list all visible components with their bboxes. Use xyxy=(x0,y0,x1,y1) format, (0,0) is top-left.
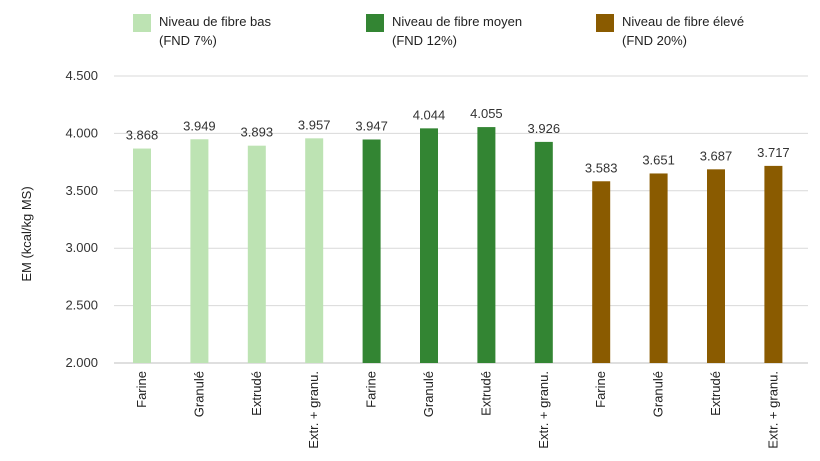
x-tick-label: Granulé xyxy=(191,371,206,417)
x-tick-label: Farine xyxy=(593,371,608,408)
legend-label-medium-line2: (FND 12%) xyxy=(392,33,458,48)
x-tick-label: Farine xyxy=(134,371,149,408)
value-label: 3.926 xyxy=(528,121,561,136)
legend-item-low: Niveau de fibre bas (FND 7%) xyxy=(133,12,271,50)
x-tick-label: Granulé xyxy=(651,371,666,417)
value-labels: 3.868 3.949 3.893 3.957 3.947 4.044 4.055 3.926… xyxy=(126,106,790,175)
legend-label-low-line2: (FND 7%) xyxy=(159,33,217,48)
y-tick-label: 2.000 xyxy=(65,355,98,370)
bar xyxy=(362,139,381,363)
bar xyxy=(477,127,496,363)
bar xyxy=(534,141,553,363)
legend-label-medium-line1: Niveau de fibre moyen xyxy=(392,14,523,29)
bar xyxy=(190,139,209,363)
bar xyxy=(649,173,668,363)
value-label: 3.868 xyxy=(126,128,159,143)
value-label: 4.055 xyxy=(470,106,503,121)
value-label: 3.717 xyxy=(757,145,790,160)
bars xyxy=(133,127,783,363)
bar xyxy=(305,138,324,363)
y-axis-title: EM (kcal/kg MS) xyxy=(19,186,34,281)
legend-swatch-high xyxy=(596,14,614,32)
y-axis-ticks: 2.000 2.500 3.000 3.500 4.000 4.500 xyxy=(65,68,98,370)
y-tick-label: 4.000 xyxy=(65,125,98,140)
x-tick-label: Extr. + granu. xyxy=(306,371,321,449)
legend-swatch-low xyxy=(133,14,151,32)
bar xyxy=(592,181,611,363)
value-label: 3.687 xyxy=(700,148,733,163)
value-label: 3.947 xyxy=(355,118,388,133)
legend-swatch-medium xyxy=(366,14,384,32)
bar xyxy=(764,165,783,363)
legend-label-high: Niveau de fibre élevé (FND 20%) xyxy=(622,12,744,50)
x-tick-label: Extr. + granu. xyxy=(765,371,780,449)
x-tick-label: Extrudé xyxy=(249,371,264,416)
value-label: 3.651 xyxy=(642,152,675,167)
bar xyxy=(247,145,266,363)
legend-label-high-line1: Niveau de fibre élevé xyxy=(622,14,745,29)
legend-label-low: Niveau de fibre bas (FND 7%) xyxy=(159,12,271,50)
value-label: 4.044 xyxy=(413,107,446,122)
value-label: 3.583 xyxy=(585,160,618,175)
x-tick-label: Granulé xyxy=(421,371,436,417)
x-tick-label: Farine xyxy=(364,371,379,408)
x-tick-label: Extr. + granu. xyxy=(536,371,551,449)
bar xyxy=(420,128,438,363)
value-label: 3.957 xyxy=(298,117,331,132)
y-tick-label: 4.500 xyxy=(65,68,98,83)
value-label: 3.949 xyxy=(183,118,216,133)
legend-label-low-line1: Niveau de fibre bas xyxy=(159,14,272,29)
legend-label-high-line2: (FND 20%) xyxy=(622,33,688,48)
legend-label-medium: Niveau de fibre moyen (FND 12%) xyxy=(392,12,522,50)
y-tick-label: 3.500 xyxy=(65,183,98,198)
x-axis-labels: Farine Granulé Extrudé Extr. + granu. Farine… xyxy=(134,371,780,449)
legend-item-high: Niveau de fibre élevé (FND 20%) xyxy=(596,12,744,50)
bar xyxy=(133,148,151,363)
y-tick-label: 3.000 xyxy=(65,240,98,255)
x-tick-label: Extrudé xyxy=(708,371,723,416)
value-label: 3.893 xyxy=(241,125,274,140)
x-tick-label: Extrudé xyxy=(478,371,493,416)
legend-item-medium: Niveau de fibre moyen (FND 12%) xyxy=(366,12,522,50)
y-tick-label: 2.500 xyxy=(65,298,98,313)
gridlines xyxy=(114,75,808,364)
bar xyxy=(707,169,725,363)
